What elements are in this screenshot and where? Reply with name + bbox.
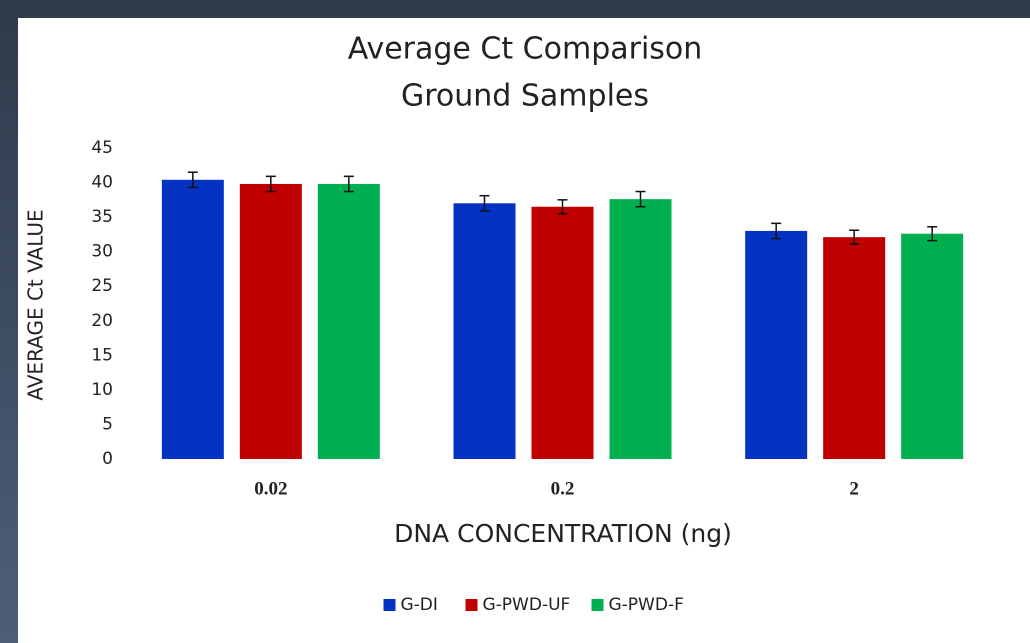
y-tick-label: 35: [91, 207, 113, 227]
bar: [823, 237, 886, 459]
y-tick-label: 30: [91, 242, 113, 262]
x-tick-label: 0.02: [254, 478, 287, 499]
bar: [239, 183, 302, 459]
y-tick-label: 45: [91, 138, 113, 158]
x-tick-label: 2: [849, 478, 859, 499]
y-tick-label: 20: [91, 311, 113, 331]
bar: [453, 203, 516, 459]
legend-label: G-PWD-UF: [483, 595, 571, 615]
bar: [317, 183, 380, 459]
legend-swatch: [591, 599, 604, 611]
y-tick-label: 15: [91, 345, 113, 365]
error-bar: [265, 175, 276, 193]
error-bar: [771, 222, 782, 240]
legend-swatch: [383, 599, 396, 611]
x-tick-label: 0.2: [551, 478, 575, 499]
y-tick-label: 40: [91, 173, 113, 193]
error-bar: [927, 226, 938, 242]
bar: [609, 199, 672, 460]
legend-label: G-DI: [401, 595, 438, 615]
bar: [745, 230, 808, 459]
chart-title: Average Ct Comparison: [348, 32, 703, 67]
error-bar: [557, 199, 568, 215]
y-tick-label: 25: [91, 276, 113, 296]
error-bar: [187, 171, 198, 189]
error-bar: [635, 190, 646, 208]
bar: [531, 206, 594, 459]
error-bar: [479, 194, 490, 212]
legend-swatch: [465, 599, 478, 611]
error-bar: [849, 229, 860, 245]
y-tick-label: 0: [102, 449, 113, 469]
y-tick-label: 10: [91, 380, 113, 400]
y-axis-title: AVERAGE Ct VALUE: [24, 209, 48, 400]
chart-title: Ground Samples: [401, 79, 649, 114]
bar: [901, 233, 964, 459]
error-bar: [343, 175, 354, 193]
bar: [161, 179, 224, 459]
legend-label: G-PWD-F: [609, 595, 684, 615]
x-axis-title: DNA CONCENTRATION (ng): [394, 519, 732, 548]
y-tick-label: 5: [102, 414, 113, 434]
